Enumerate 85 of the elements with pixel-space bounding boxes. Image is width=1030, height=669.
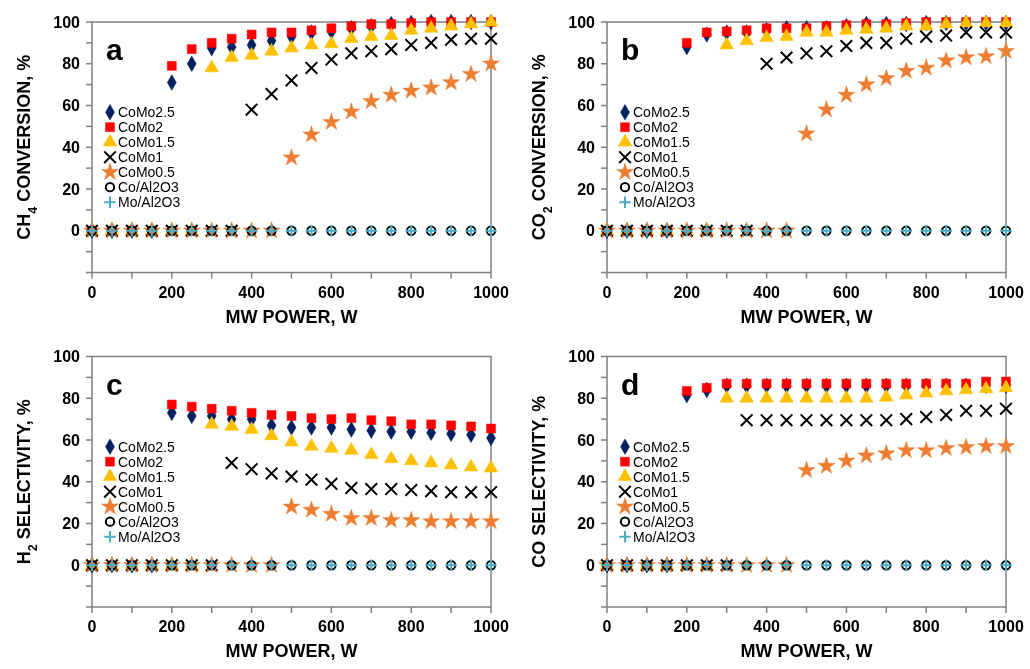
annotation: b bbox=[621, 33, 640, 66]
x-axis-title: MW POWER, W bbox=[740, 641, 873, 661]
y-tick-label: 100 bbox=[568, 13, 596, 31]
legend-label: Co/Al2O3 bbox=[118, 179, 179, 196]
y-tick-label: 100 bbox=[53, 348, 81, 366]
y-tick-label: 80 bbox=[62, 389, 81, 407]
legend-label: CoMo0.5 bbox=[633, 498, 691, 515]
x-tick-label: 0 bbox=[602, 283, 612, 301]
y-tick-label: 20 bbox=[62, 515, 81, 533]
legend-label: CoMo1.5 bbox=[118, 468, 176, 485]
legend-label: Mo/Al2O3 bbox=[118, 194, 181, 211]
y-axis-title: CO SELECTIVITY, % bbox=[529, 395, 549, 568]
y-tick-label: 100 bbox=[568, 348, 596, 366]
x-tick-label: 200 bbox=[673, 283, 701, 301]
y-tick-label: 0 bbox=[71, 556, 81, 574]
x-tick-label: 1000 bbox=[473, 283, 509, 301]
y-tick-label: 60 bbox=[577, 97, 596, 115]
annotation: a bbox=[106, 33, 123, 66]
legend-label: CoMo1 bbox=[118, 149, 164, 166]
x-axis-title: MW POWER, W bbox=[225, 641, 358, 661]
y-tick-label: 20 bbox=[577, 515, 596, 533]
legend-label: CoMo1.5 bbox=[118, 134, 176, 151]
y-tick-label: 40 bbox=[62, 138, 81, 156]
legend-label: CoMo1.5 bbox=[633, 134, 691, 151]
annotation: d bbox=[621, 367, 640, 401]
y-tick-label: 80 bbox=[577, 389, 596, 407]
legend-label: Co/Al2O3 bbox=[633, 513, 694, 530]
y-tick-label: 0 bbox=[586, 222, 596, 240]
legend-label: CoMo1 bbox=[633, 149, 679, 166]
y-tick-label: 0 bbox=[586, 556, 596, 574]
x-axis-title: MW POWER, W bbox=[740, 306, 873, 327]
legend-label: CoMo2.5 bbox=[633, 104, 691, 121]
x-tick-label: 600 bbox=[833, 618, 860, 635]
y-tick-label: 40 bbox=[577, 138, 596, 156]
legend-label: CoMo2 bbox=[633, 453, 679, 470]
legend-label: CoMo1 bbox=[633, 483, 679, 500]
legend-label: CoMo1.5 bbox=[633, 468, 691, 485]
y-tick-label: 60 bbox=[62, 97, 81, 115]
x-tick-label: 600 bbox=[833, 283, 860, 301]
x-tick-label: 0 bbox=[87, 283, 97, 301]
y-tick-label: 40 bbox=[62, 473, 81, 491]
legend-label: CoMo0.5 bbox=[118, 164, 176, 181]
x-tick-label: 600 bbox=[318, 618, 345, 635]
y-tick-label: 20 bbox=[577, 180, 596, 198]
legend-label: Mo/Al2O3 bbox=[633, 528, 696, 545]
legend-label: Co/Al2O3 bbox=[118, 513, 179, 530]
legend-label: CoMo1 bbox=[118, 483, 164, 500]
y-tick-label: 40 bbox=[577, 473, 596, 491]
y-tick-label: 60 bbox=[62, 431, 81, 449]
x-tick-label: 800 bbox=[397, 618, 425, 635]
x-tick-label: 400 bbox=[753, 283, 781, 301]
y-tick-label: 20 bbox=[62, 180, 81, 198]
legend-label: Mo/Al2O3 bbox=[633, 194, 696, 211]
x-tick-label: 200 bbox=[158, 618, 186, 635]
x-tick-label: 200 bbox=[673, 618, 701, 635]
x-tick-label: 800 bbox=[397, 283, 425, 301]
legend-label: Co/Al2O3 bbox=[633, 179, 694, 196]
legend-label: CoMo2.5 bbox=[118, 438, 176, 455]
legend-label: CoMo2.5 bbox=[633, 438, 691, 455]
x-tick-label: 800 bbox=[912, 618, 940, 635]
x-tick-label: 800 bbox=[912, 283, 940, 301]
legend-label: CoMo0.5 bbox=[633, 164, 691, 181]
annotation: c bbox=[106, 367, 123, 401]
x-tick-label: 400 bbox=[238, 283, 266, 301]
x-tick-label: 400 bbox=[238, 618, 266, 635]
x-tick-label: 600 bbox=[318, 283, 345, 301]
legend-label: CoMo2 bbox=[118, 119, 164, 136]
x-tick-label: 1000 bbox=[988, 283, 1024, 301]
x-tick-label: 400 bbox=[753, 618, 781, 635]
y-tick-label: 0 bbox=[71, 222, 81, 240]
legend-label: Mo/Al2O3 bbox=[118, 528, 181, 545]
x-tick-label: 0 bbox=[602, 618, 612, 635]
y-tick-label: 60 bbox=[577, 431, 596, 449]
legend-label: CoMo2.5 bbox=[118, 104, 176, 121]
y-tick-label: 100 bbox=[53, 13, 81, 31]
y-tick-label: 80 bbox=[577, 55, 596, 73]
x-tick-label: 1000 bbox=[988, 618, 1024, 635]
legend-label: CoMo0.5 bbox=[118, 498, 176, 515]
legend-label: CoMo2 bbox=[118, 453, 164, 470]
y-tick-label: 80 bbox=[62, 55, 81, 73]
legend-label: CoMo2 bbox=[633, 119, 679, 136]
x-axis-title: MW POWER, W bbox=[225, 306, 358, 327]
x-tick-label: 0 bbox=[87, 618, 97, 635]
x-tick-label: 1000 bbox=[473, 618, 509, 635]
x-tick-label: 200 bbox=[158, 283, 186, 301]
